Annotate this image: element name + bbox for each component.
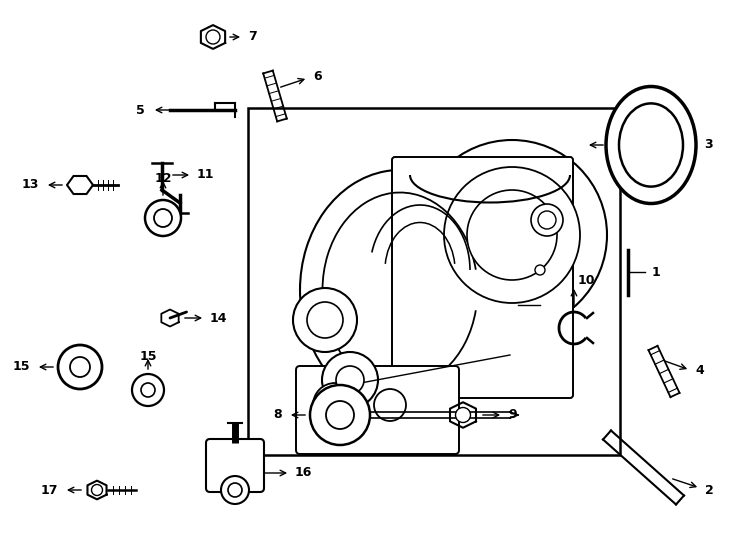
Circle shape bbox=[538, 211, 556, 229]
Text: 6: 6 bbox=[313, 70, 321, 83]
Circle shape bbox=[374, 389, 406, 421]
Text: 2: 2 bbox=[705, 483, 713, 496]
Text: 14: 14 bbox=[210, 312, 228, 325]
Circle shape bbox=[58, 345, 102, 389]
Text: 3: 3 bbox=[704, 138, 713, 152]
Circle shape bbox=[310, 385, 370, 445]
Circle shape bbox=[132, 374, 164, 406]
Text: 11: 11 bbox=[197, 168, 214, 181]
Circle shape bbox=[417, 140, 607, 330]
Text: 15: 15 bbox=[139, 350, 157, 363]
Circle shape bbox=[444, 167, 580, 303]
Circle shape bbox=[336, 366, 364, 394]
Circle shape bbox=[535, 265, 545, 275]
Circle shape bbox=[154, 209, 172, 227]
Text: 17: 17 bbox=[40, 483, 58, 496]
Ellipse shape bbox=[619, 103, 683, 187]
FancyBboxPatch shape bbox=[392, 157, 573, 398]
Circle shape bbox=[313, 383, 357, 427]
Circle shape bbox=[206, 30, 220, 44]
Text: 13: 13 bbox=[21, 179, 39, 192]
Circle shape bbox=[228, 483, 242, 497]
Circle shape bbox=[145, 200, 181, 236]
Text: 1: 1 bbox=[652, 266, 661, 279]
Text: 12: 12 bbox=[154, 172, 172, 185]
Circle shape bbox=[221, 476, 249, 504]
Circle shape bbox=[141, 383, 155, 397]
Circle shape bbox=[322, 352, 378, 408]
Circle shape bbox=[92, 484, 103, 496]
Bar bbox=[248, 108, 620, 455]
Ellipse shape bbox=[606, 86, 696, 204]
Text: 15: 15 bbox=[12, 361, 30, 374]
Circle shape bbox=[70, 357, 90, 377]
Circle shape bbox=[531, 204, 563, 236]
Circle shape bbox=[326, 401, 354, 429]
Circle shape bbox=[307, 302, 343, 338]
Text: 9: 9 bbox=[508, 408, 517, 422]
Circle shape bbox=[293, 288, 357, 352]
FancyBboxPatch shape bbox=[296, 366, 459, 454]
Circle shape bbox=[325, 395, 345, 415]
Text: 5: 5 bbox=[137, 104, 145, 117]
Text: 7: 7 bbox=[248, 30, 257, 44]
Text: 10: 10 bbox=[578, 273, 595, 287]
Circle shape bbox=[467, 190, 557, 280]
Text: 8: 8 bbox=[273, 408, 282, 422]
Text: 16: 16 bbox=[295, 467, 313, 480]
FancyBboxPatch shape bbox=[206, 439, 264, 492]
Text: 4: 4 bbox=[695, 363, 704, 376]
Circle shape bbox=[456, 408, 470, 422]
